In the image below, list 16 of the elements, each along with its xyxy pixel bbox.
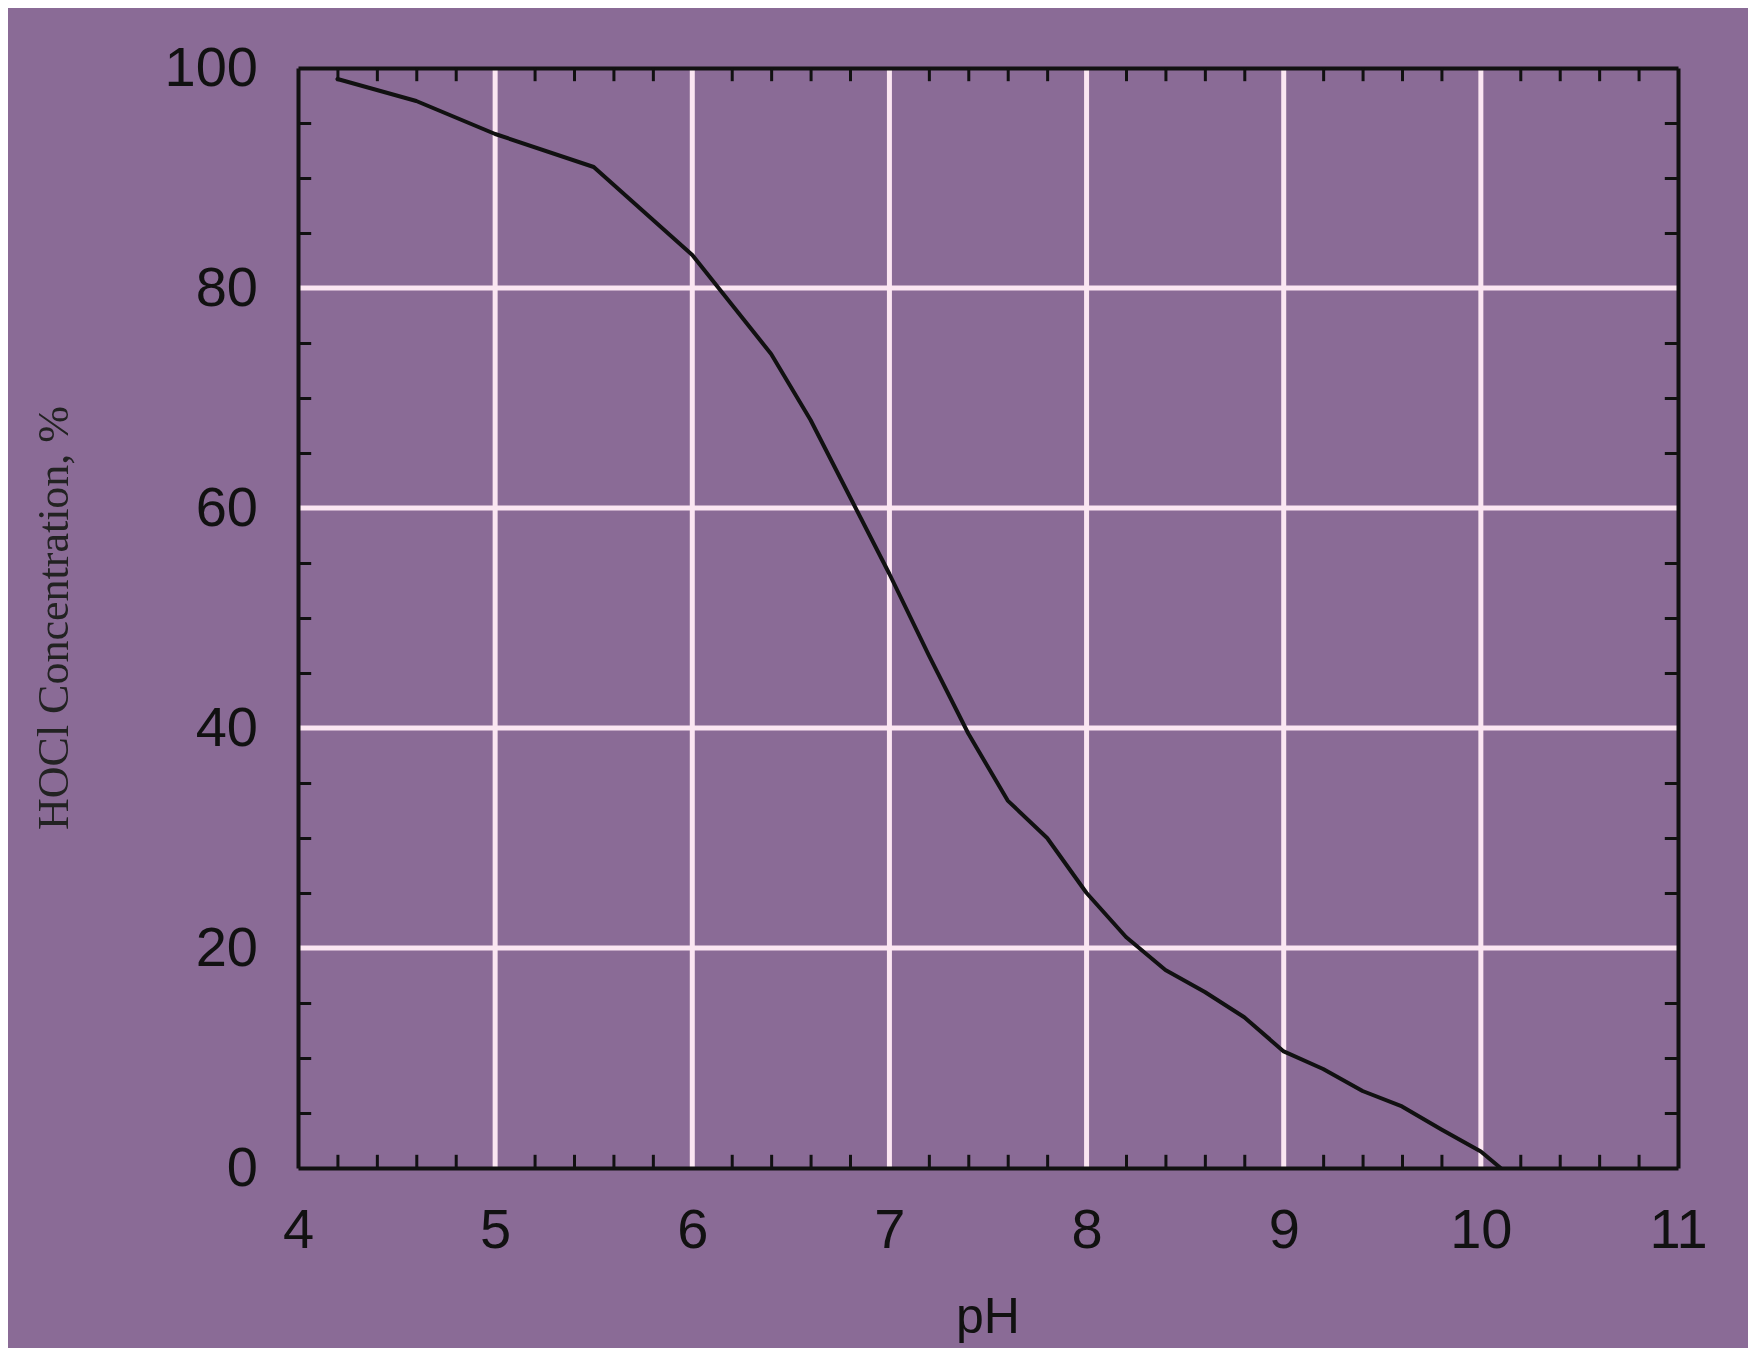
- y-tick-label: 80: [195, 255, 258, 319]
- y-tick-label: 60: [195, 475, 258, 539]
- x-axis-title: pH: [956, 1288, 1020, 1344]
- y-tick-label: 40: [195, 695, 258, 759]
- x-tick-label: 11: [1649, 1196, 1708, 1260]
- x-tick-label: 8: [1071, 1196, 1103, 1260]
- x-tick-label: 10: [1450, 1196, 1513, 1260]
- x-tick-label: 4: [282, 1196, 315, 1260]
- x-tick-label: 6: [677, 1196, 709, 1260]
- x-tick-label: 5: [480, 1196, 512, 1260]
- y-tick-label: 0: [226, 1135, 258, 1199]
- y-tick-label: 100: [164, 35, 258, 99]
- x-tick-label: 7: [874, 1196, 906, 1260]
- y-axis-title: HOCl Concentration, %: [29, 405, 78, 831]
- y-tick-label: 20: [195, 915, 258, 979]
- x-tick-label: 9: [1268, 1196, 1300, 1260]
